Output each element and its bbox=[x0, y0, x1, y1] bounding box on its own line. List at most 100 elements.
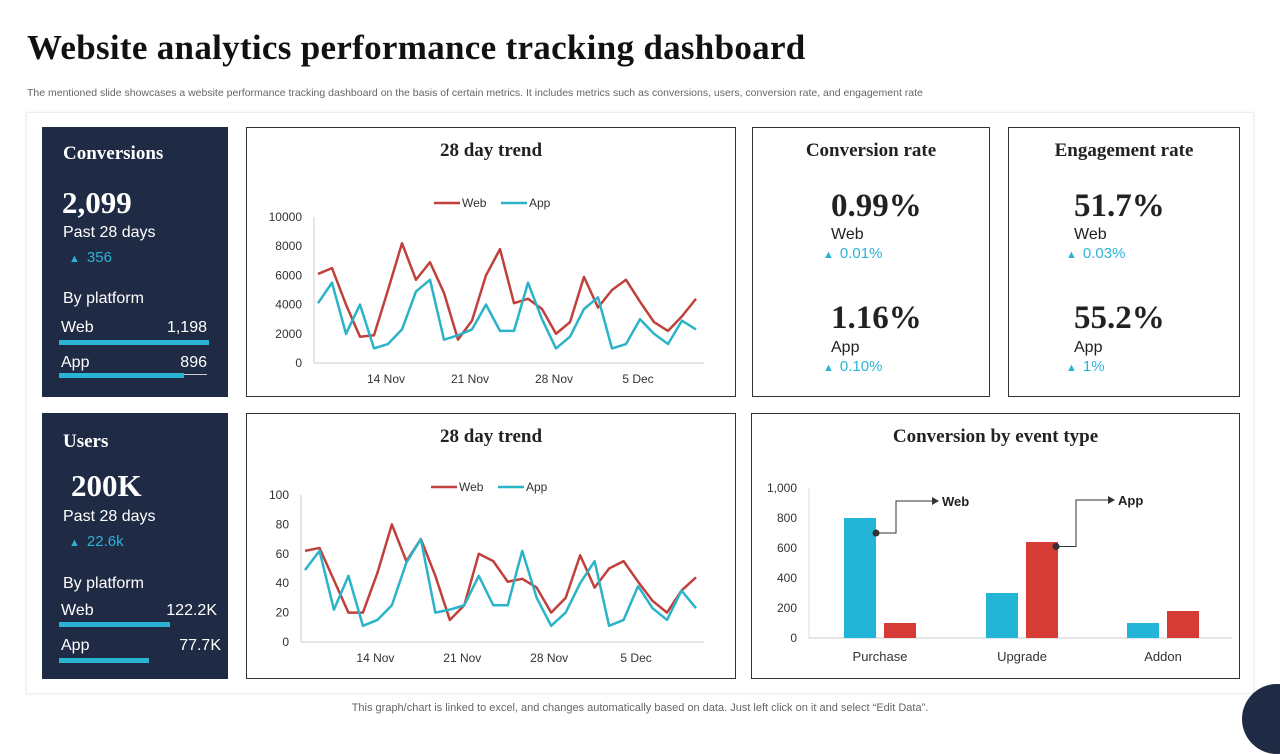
app-label: App bbox=[831, 339, 860, 356]
callout-line bbox=[876, 500, 932, 534]
y-tick-label: 200 bbox=[777, 601, 797, 615]
y-tick-label: 1,000 bbox=[767, 481, 797, 495]
line-chart-svg: 100 80 60 40 20 0 14 Nov 21 Nov 28 Nov 5 Dec Web Ap… bbox=[269, 480, 704, 665]
y-tick-label: 10000 bbox=[269, 210, 303, 224]
y-tick-label: 100 bbox=[269, 488, 289, 502]
callout-dot bbox=[872, 529, 880, 537]
page-subtitle: The mentioned slide showcases a website … bbox=[27, 87, 923, 99]
bar-web-purchase bbox=[844, 518, 876, 638]
y-tick-label: 0 bbox=[282, 635, 289, 649]
callout-label: App bbox=[1118, 493, 1143, 508]
card-title: Conversion rate bbox=[805, 140, 937, 161]
web-value: 1,198 bbox=[166, 319, 207, 336]
app-label: App bbox=[61, 354, 90, 371]
x-tick-label: Addon bbox=[1144, 649, 1182, 664]
by-platform-label: By platform bbox=[63, 290, 144, 307]
card-title: Conversions bbox=[63, 143, 164, 164]
web-label: Web bbox=[61, 319, 94, 336]
callout-label: Web bbox=[942, 494, 969, 509]
app-progress-bar bbox=[59, 373, 184, 378]
arrow-icon bbox=[932, 497, 939, 505]
x-tick-label: Upgrade bbox=[997, 649, 1047, 664]
app-delta: 0.10% bbox=[839, 358, 883, 375]
bar-app-addon bbox=[1167, 611, 1199, 638]
app-label: App bbox=[61, 637, 90, 654]
app-label: App bbox=[1074, 339, 1103, 356]
conversions-card: Conversions 2,099 Past 28 days ▲ 356 By p… bbox=[42, 127, 228, 397]
x-tick-label: 14 Nov bbox=[356, 651, 394, 665]
legend-label: App bbox=[526, 480, 548, 494]
web-progress-bar bbox=[59, 622, 170, 627]
x-tick-label: 14 Nov bbox=[367, 372, 405, 386]
series-line-app bbox=[304, 537, 697, 628]
line-chart-svg: 10000 8000 6000 4000 2000 0 14 Nov 21 Nov 28 Nov… bbox=[269, 196, 704, 386]
bar-app-purchase bbox=[884, 623, 916, 638]
y-tick-label: 0 bbox=[295, 356, 302, 370]
series-line-web bbox=[317, 242, 697, 341]
x-tick-label: 5 Dec bbox=[620, 651, 651, 665]
by-platform-label: By platform bbox=[63, 575, 144, 592]
chart-title: Conversion by event type bbox=[892, 426, 1099, 447]
x-tick-label: 21 Nov bbox=[443, 651, 481, 665]
period-label: Past 28 days bbox=[63, 508, 156, 525]
y-tick-label: 400 bbox=[777, 571, 797, 585]
app-progress-bar bbox=[59, 658, 149, 663]
dashboard-container bbox=[26, 112, 1254, 694]
engagement-rate-card: Engagement rate 51.7% Web ▲ 0.03% 55.2% A… bbox=[1008, 127, 1240, 397]
app-rate-value: 55.2% bbox=[1074, 300, 1165, 336]
web-progress-bar bbox=[59, 340, 209, 345]
card-title: Users bbox=[63, 431, 109, 452]
users-value: 200K bbox=[71, 468, 142, 503]
app-rate-value: 1.16% bbox=[831, 300, 922, 336]
web-delta: 0.01% bbox=[839, 245, 883, 262]
x-tick-label: 21 Nov bbox=[451, 372, 489, 386]
footer-note: This graph/chart is linked to excel, and… bbox=[351, 702, 929, 714]
bar-web-addon bbox=[1127, 623, 1159, 638]
app-value: 896 bbox=[180, 354, 207, 371]
y-tick-label: 8000 bbox=[275, 239, 302, 253]
card-title: Engagement rate bbox=[1054, 140, 1194, 161]
page-title: Website analytics performance tracking d… bbox=[27, 28, 806, 67]
web-delta: 0.03% bbox=[1082, 245, 1126, 262]
up-triangle-icon: ▲ bbox=[1066, 362, 1077, 374]
y-tick-label: 4000 bbox=[275, 298, 302, 312]
web-rate-value: 0.99% bbox=[831, 188, 922, 224]
corner-decoration bbox=[1242, 684, 1280, 754]
up-triangle-icon: ▲ bbox=[823, 249, 834, 261]
arrow-icon bbox=[1108, 496, 1115, 504]
web-value: 122.2K bbox=[166, 602, 217, 619]
y-tick-label: 600 bbox=[777, 541, 797, 555]
bar-chart-svg: 1,000 800 600 400 200 0 Purchase Upgrade Addon We… bbox=[767, 481, 1232, 664]
legend-label: App bbox=[529, 196, 551, 210]
conversions-value: 2,099 bbox=[62, 185, 132, 220]
up-triangle-icon: ▲ bbox=[69, 537, 80, 549]
y-tick-label: 80 bbox=[276, 517, 290, 531]
bar-app-upgrade bbox=[1026, 542, 1058, 638]
y-tick-label: 40 bbox=[276, 576, 290, 590]
up-triangle-icon: ▲ bbox=[1066, 249, 1077, 261]
conversions-trend-chart: 28 day trend 10000 8000 6000 4000 2000 0 14 No… bbox=[246, 127, 736, 397]
x-tick-label: 28 Nov bbox=[535, 372, 573, 386]
delta-value: 22.6k bbox=[86, 533, 124, 550]
x-tick-label: Purchase bbox=[853, 649, 908, 664]
delta-value: 356 bbox=[86, 249, 112, 266]
series-line-web bbox=[304, 523, 697, 622]
conversion-rate-card: Conversion rate 0.99% Web ▲ 0.01% 1.16% A… bbox=[752, 127, 990, 397]
y-tick-label: 20 bbox=[276, 606, 290, 620]
web-label: Web bbox=[831, 226, 864, 243]
y-tick-label: 6000 bbox=[275, 268, 302, 282]
y-tick-label: 800 bbox=[777, 511, 797, 525]
up-triangle-icon: ▲ bbox=[823, 362, 834, 374]
bar-web-upgrade bbox=[986, 593, 1018, 638]
web-label: Web bbox=[61, 602, 94, 619]
x-tick-label: 28 Nov bbox=[530, 651, 568, 665]
users-card: Users 200K Past 28 days ▲ 22.6k By platfo… bbox=[42, 413, 228, 679]
web-label: Web bbox=[1074, 226, 1107, 243]
callout-line bbox=[1056, 499, 1108, 547]
app-delta: 1% bbox=[1082, 358, 1105, 375]
y-tick-label: 0 bbox=[790, 631, 797, 645]
y-tick-label: 60 bbox=[276, 547, 290, 561]
x-tick-label: 5 Dec bbox=[622, 372, 653, 386]
conversion-by-event-chart: Conversion by event type 1,000 800 600 400 2… bbox=[751, 413, 1240, 679]
chart-title: 28 day trend bbox=[439, 426, 543, 447]
